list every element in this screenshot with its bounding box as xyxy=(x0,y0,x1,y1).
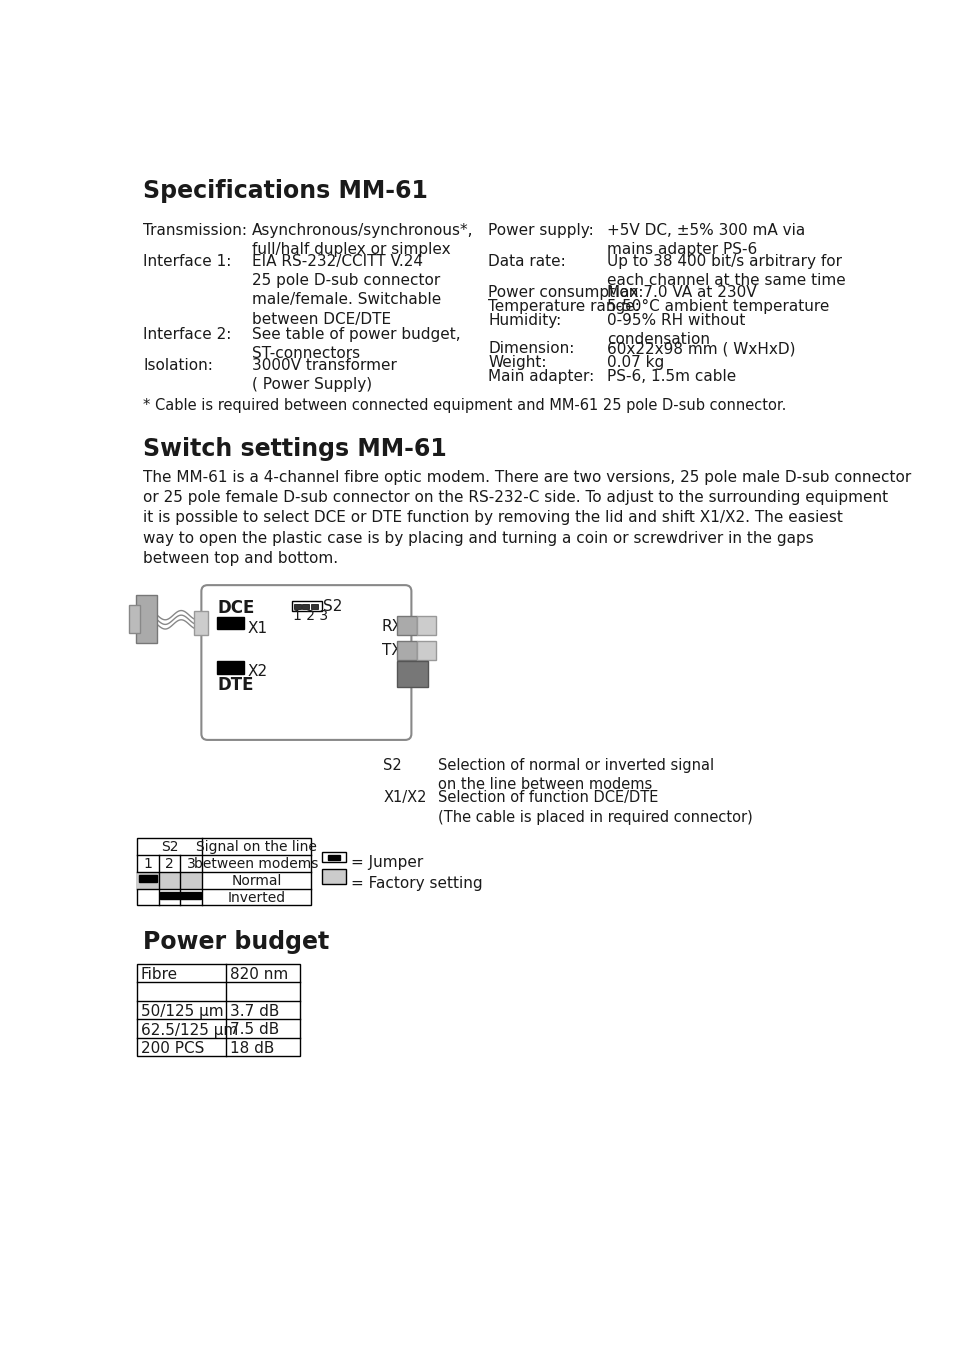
Text: Humidity:: Humidity: xyxy=(488,313,562,327)
Text: Temperature range:: Temperature range: xyxy=(488,299,640,314)
Text: Normal: Normal xyxy=(231,874,281,888)
Text: S2: S2 xyxy=(324,599,343,614)
Text: Switch settings MM-61: Switch settings MM-61 xyxy=(143,438,447,461)
Bar xyxy=(135,595,157,643)
Text: Up to 38 400 bit/s arbitrary for
each channel at the same time: Up to 38 400 bit/s arbitrary for each ch… xyxy=(607,255,846,288)
Bar xyxy=(294,603,300,609)
Text: Asynchronous/synchronous*,
full/half duplex or simplex: Asynchronous/synchronous*, full/half dup… xyxy=(252,224,473,257)
Bar xyxy=(137,964,300,1056)
Text: Signal on the line: Signal on the line xyxy=(196,841,317,854)
Text: 3: 3 xyxy=(187,857,196,872)
Text: DCE: DCE xyxy=(218,599,255,617)
Text: The MM-61 is a 4-channel fibre optic modem. There are two versions, 25 pole male: The MM-61 is a 4-channel fibre optic mod… xyxy=(143,470,911,566)
Text: 3000V transformer
( Power Supply): 3000V transformer ( Power Supply) xyxy=(252,358,396,392)
Text: 1: 1 xyxy=(143,857,153,872)
Text: See table of power budget,
ST-connectors: See table of power budget, ST-connectors xyxy=(252,327,461,361)
Text: 200 PCS: 200 PCS xyxy=(141,1041,204,1056)
Text: 5-50°C ambient temperature: 5-50°C ambient temperature xyxy=(607,299,829,314)
Bar xyxy=(327,854,340,859)
Bar xyxy=(302,603,309,609)
Text: 0-95% RH without
condensation: 0-95% RH without condensation xyxy=(607,313,745,346)
Text: S2: S2 xyxy=(161,841,179,854)
Bar xyxy=(322,869,347,884)
Bar xyxy=(137,872,203,889)
Text: 1 2 3: 1 2 3 xyxy=(293,609,328,624)
Text: Selection of normal or inverted signal
on the line between modems: Selection of normal or inverted signal o… xyxy=(438,757,714,792)
Text: X1/X2: X1/X2 xyxy=(383,789,427,806)
Text: 2: 2 xyxy=(165,857,174,872)
Text: Isolation:: Isolation: xyxy=(143,358,213,373)
Bar xyxy=(217,617,244,629)
Text: 50/125 μm: 50/125 μm xyxy=(141,1004,224,1020)
Text: X2: X2 xyxy=(248,664,268,679)
Bar xyxy=(138,876,157,881)
Text: Dimension:: Dimension: xyxy=(488,341,574,356)
Bar xyxy=(160,892,201,898)
Text: Weight:: Weight: xyxy=(488,354,546,370)
Bar xyxy=(130,605,140,633)
Text: Max 7.0 VA at 230V: Max 7.0 VA at 230V xyxy=(607,284,756,300)
Bar xyxy=(397,641,417,660)
Text: Fibre: Fibre xyxy=(141,967,178,982)
Text: EIA RS-232/CCITT V.24
25 pole D-sub connector
male/female. Switchable
between DC: EIA RS-232/CCITT V.24 25 pole D-sub conn… xyxy=(252,255,441,326)
Text: S2: S2 xyxy=(383,757,402,773)
Text: DTE: DTE xyxy=(218,676,254,694)
Text: Interface 1:: Interface 1: xyxy=(143,255,231,269)
Text: * Cable is required between connected equipment and MM-61 25 pole D-sub connecto: * Cable is required between connected eq… xyxy=(143,397,786,414)
Bar xyxy=(292,601,322,612)
Text: 820 nm: 820 nm xyxy=(230,967,288,982)
Text: 3.7 dB: 3.7 dB xyxy=(230,1004,279,1020)
Text: 62.5/125 μm: 62.5/125 μm xyxy=(141,1022,238,1037)
Bar xyxy=(217,661,244,674)
Text: PS-6, 1.5m cable: PS-6, 1.5m cable xyxy=(607,369,736,384)
Text: +5V DC, ±5% 300 mA via
mains adapter PS-6: +5V DC, ±5% 300 mA via mains adapter PS-… xyxy=(607,224,804,257)
Text: Specifications MM-61: Specifications MM-61 xyxy=(143,179,428,202)
Bar xyxy=(397,661,428,687)
Text: Inverted: Inverted xyxy=(228,890,285,905)
Bar xyxy=(311,603,318,609)
Bar xyxy=(417,641,436,660)
Text: Interface 2:: Interface 2: xyxy=(143,327,231,342)
Text: Data rate:: Data rate: xyxy=(488,255,565,269)
Bar xyxy=(322,851,347,862)
Text: RX: RX xyxy=(382,620,403,634)
Text: TX: TX xyxy=(382,643,402,657)
Text: Selection of function DCE/DTE
(The cable is placed in required connector): Selection of function DCE/DTE (The cable… xyxy=(438,789,753,824)
Text: = Jumper: = Jumper xyxy=(351,854,423,870)
Text: Transmission:: Transmission: xyxy=(143,224,248,238)
Bar xyxy=(194,610,207,636)
Text: between modems: between modems xyxy=(194,857,319,872)
Text: 7.5 dB: 7.5 dB xyxy=(230,1022,279,1037)
Text: Power supply:: Power supply: xyxy=(488,224,594,238)
Text: 18 dB: 18 dB xyxy=(230,1041,275,1056)
Text: = Factory setting: = Factory setting xyxy=(351,876,483,892)
Text: Power consumption:: Power consumption: xyxy=(488,284,643,300)
Bar xyxy=(417,616,436,636)
Bar xyxy=(137,838,311,905)
Text: Main adapter:: Main adapter: xyxy=(488,369,594,384)
Bar xyxy=(397,616,417,636)
Text: 60x22x98 mm ( WxHxD): 60x22x98 mm ( WxHxD) xyxy=(607,341,795,356)
Text: Power budget: Power budget xyxy=(143,929,329,954)
Text: X1: X1 xyxy=(248,621,268,636)
Text: 0.07 kg: 0.07 kg xyxy=(607,354,664,370)
FancyBboxPatch shape xyxy=(202,585,412,740)
